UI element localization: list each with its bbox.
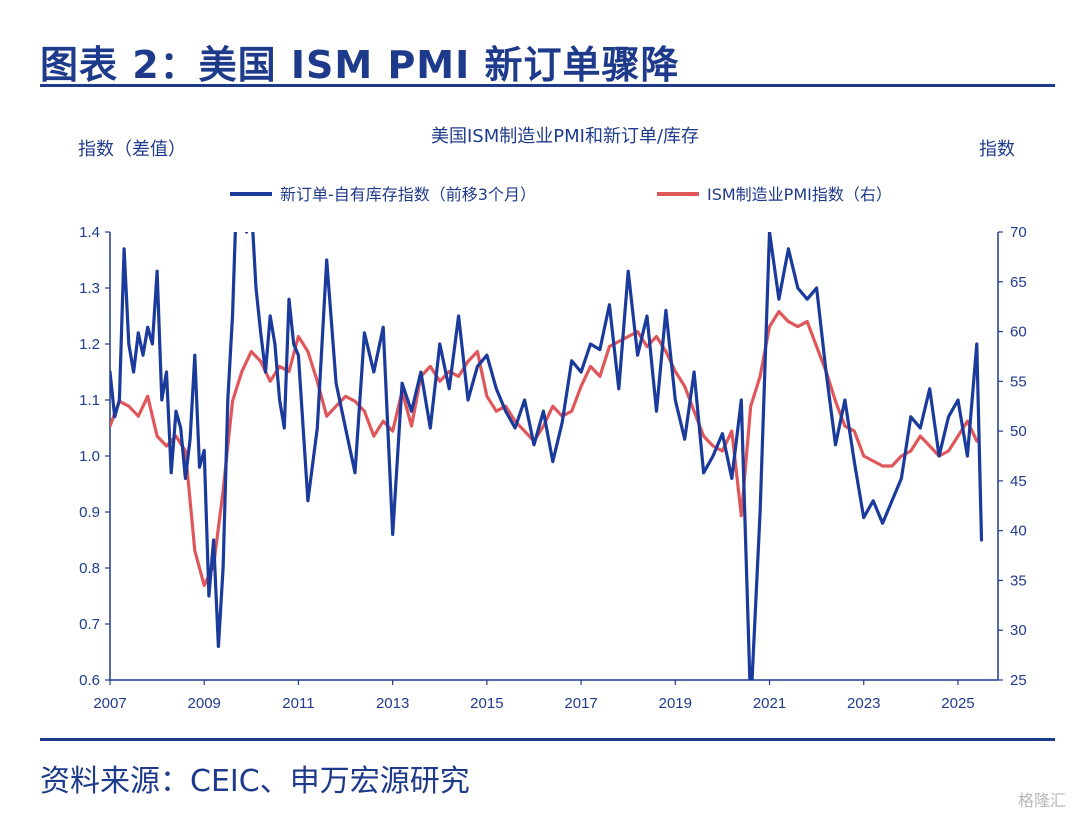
- source-rule: [40, 738, 1055, 741]
- y-left-tick-label: 0.7: [79, 616, 100, 633]
- legend-label-series-1: 新订单-自有库存指数（前移3个月）: [280, 185, 536, 204]
- y-left-tick-label: 0.9: [79, 504, 100, 521]
- y-left-tick-label: 1.0: [79, 448, 100, 465]
- x-axis-ticks: 2007 2009 2011 2013 2015 2017 2019 2021 2023 2025: [93, 680, 975, 712]
- y-left-tick-label: 1.2: [79, 336, 100, 353]
- x-tick-label: 2023: [847, 695, 880, 712]
- y-left-tick-label: 1.4: [79, 224, 100, 241]
- y-axis-right-label: 指数: [979, 139, 1015, 160]
- y-right-tick-label: 50: [1010, 423, 1027, 440]
- y-axis-left-label: 指数（差值）: [78, 139, 186, 160]
- x-tick-label: 2019: [659, 695, 692, 712]
- series-ism-pmi-line: [110, 310, 979, 588]
- x-tick-label: 2009: [188, 695, 221, 712]
- x-tick-label: 2021: [753, 695, 786, 712]
- watermark: 格隆汇: [1017, 791, 1066, 810]
- page-title: 图表 2：美国 ISM PMI 新订单骤降: [40, 43, 680, 87]
- y-right-tick-label: 65: [1010, 274, 1027, 291]
- chart-title: 美国ISM制造业PMI和新订单/库存: [431, 126, 699, 147]
- series-new-orders-line: [110, 232, 984, 680]
- x-tick-label: 2025: [941, 695, 974, 712]
- y-axis-right-ticks: 25 30 35 40 45 50 55 60 65 70: [998, 224, 1027, 689]
- y-left-tick-label: 1.3: [79, 280, 100, 297]
- y-right-tick-label: 55: [1010, 373, 1027, 390]
- y-left-tick-label: 0.6: [79, 672, 100, 689]
- y-right-tick-label: 40: [1010, 523, 1027, 540]
- title-rule: [40, 84, 1055, 87]
- legend-label-series-2: ISM制造业PMI指数（右）: [707, 185, 892, 204]
- y-right-tick-label: 25: [1010, 672, 1027, 689]
- chart-canvas: 美国ISM制造业PMI和新订单/库存 指数（差值） 指数 新订单-自有库存指数（…: [78, 126, 1027, 712]
- x-tick-label: 2015: [470, 695, 503, 712]
- legend: 新订单-自有库存指数（前移3个月） ISM制造业PMI指数（右）: [230, 185, 892, 204]
- series-layer: [110, 232, 984, 680]
- x-tick-label: 2013: [376, 695, 409, 712]
- y-right-tick-label: 30: [1010, 622, 1027, 639]
- y-axis-left-ticks: 0.6 0.7 0.8 0.9 1.0 1.1 1.2 1.3 1.4: [79, 224, 110, 689]
- x-tick-label: 2007: [93, 695, 126, 712]
- y-left-tick-label: 1.1: [79, 392, 100, 409]
- y-left-tick-label: 0.8: [79, 560, 100, 577]
- y-right-tick-label: 70: [1010, 224, 1027, 241]
- y-right-tick-label: 35: [1010, 572, 1027, 589]
- y-right-tick-label: 45: [1010, 473, 1027, 490]
- x-tick-label: 2011: [282, 695, 314, 712]
- y-right-tick-label: 60: [1010, 324, 1027, 341]
- source-note: 资料来源：CEIC、申万宏源研究: [40, 764, 470, 799]
- x-tick-label: 2017: [564, 695, 597, 712]
